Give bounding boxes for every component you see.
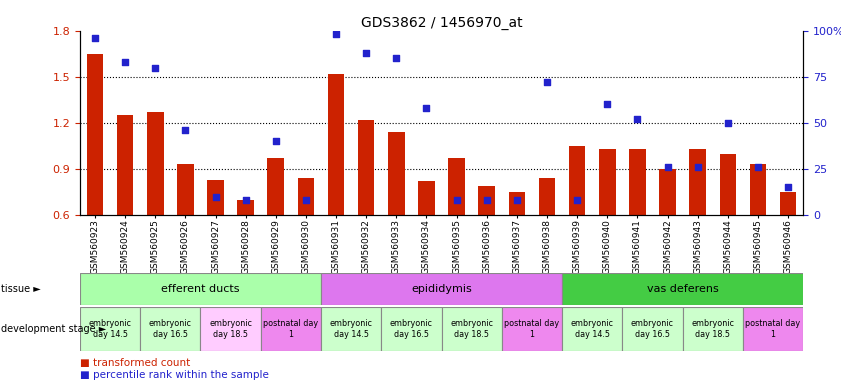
- Bar: [659, 169, 676, 215]
- Text: development stage ►: development stage ►: [1, 324, 106, 334]
- Bar: [569, 146, 585, 215]
- Bar: [749, 164, 766, 215]
- Bar: [683, 307, 743, 351]
- Bar: [328, 74, 344, 215]
- Text: embryonic
day 18.5: embryonic day 18.5: [209, 319, 252, 339]
- Point: [661, 164, 674, 170]
- Bar: [267, 158, 284, 215]
- Bar: [442, 307, 502, 351]
- Point: [600, 101, 614, 108]
- Text: postnatal day
1: postnatal day 1: [745, 319, 801, 339]
- Point: [330, 31, 343, 38]
- Text: embryonic
day 18.5: embryonic day 18.5: [450, 319, 493, 339]
- Point: [631, 116, 644, 122]
- Point: [420, 105, 433, 111]
- Bar: [200, 307, 261, 351]
- Text: vas deferens: vas deferens: [647, 284, 718, 294]
- Bar: [690, 149, 706, 215]
- Point: [510, 197, 524, 204]
- Point: [450, 197, 463, 204]
- Text: embryonic
day 14.5: embryonic day 14.5: [88, 319, 131, 339]
- Text: embryonic
day 18.5: embryonic day 18.5: [691, 319, 734, 339]
- Bar: [321, 273, 562, 305]
- Bar: [418, 181, 435, 215]
- Point: [480, 197, 494, 204]
- Bar: [629, 149, 646, 215]
- Bar: [539, 178, 555, 215]
- Point: [299, 197, 313, 204]
- Text: ■ transformed count: ■ transformed count: [80, 358, 190, 368]
- Point: [540, 79, 553, 85]
- Bar: [80, 307, 140, 351]
- Bar: [80, 273, 321, 305]
- Point: [781, 184, 795, 190]
- Bar: [381, 307, 442, 351]
- Text: embryonic
day 16.5: embryonic day 16.5: [631, 319, 674, 339]
- Point: [721, 120, 734, 126]
- Bar: [358, 120, 374, 215]
- Bar: [780, 192, 796, 215]
- Point: [751, 164, 764, 170]
- Bar: [117, 115, 134, 215]
- Text: ■ percentile rank within the sample: ■ percentile rank within the sample: [80, 370, 269, 380]
- Bar: [448, 158, 465, 215]
- Bar: [622, 307, 683, 351]
- Text: epididymis: epididymis: [411, 284, 472, 294]
- Bar: [743, 307, 803, 351]
- Point: [178, 127, 192, 133]
- Bar: [177, 164, 193, 215]
- Point: [359, 50, 373, 56]
- Text: embryonic
day 14.5: embryonic day 14.5: [571, 319, 614, 339]
- Bar: [147, 112, 163, 215]
- Point: [88, 35, 102, 41]
- Bar: [207, 180, 224, 215]
- Point: [269, 138, 283, 144]
- Text: embryonic
day 16.5: embryonic day 16.5: [390, 319, 433, 339]
- Bar: [298, 178, 315, 215]
- Bar: [87, 54, 103, 215]
- Title: GDS3862 / 1456970_at: GDS3862 / 1456970_at: [361, 16, 522, 30]
- Bar: [261, 307, 321, 351]
- Bar: [599, 149, 616, 215]
- Bar: [321, 307, 381, 351]
- Point: [119, 59, 132, 65]
- Bar: [720, 154, 736, 215]
- Bar: [479, 186, 495, 215]
- Point: [570, 197, 584, 204]
- Text: postnatal day
1: postnatal day 1: [263, 319, 319, 339]
- Text: tissue ►: tissue ►: [1, 284, 40, 294]
- Text: efferent ducts: efferent ducts: [161, 284, 240, 294]
- Bar: [562, 273, 803, 305]
- Bar: [562, 307, 622, 351]
- Bar: [237, 200, 254, 215]
- Bar: [388, 132, 405, 215]
- Text: embryonic
day 16.5: embryonic day 16.5: [149, 319, 192, 339]
- Bar: [140, 307, 200, 351]
- Point: [209, 194, 222, 200]
- Text: postnatal day
1: postnatal day 1: [505, 319, 559, 339]
- Point: [691, 164, 705, 170]
- Text: embryonic
day 14.5: embryonic day 14.5: [330, 319, 373, 339]
- Point: [239, 197, 252, 204]
- Bar: [509, 192, 525, 215]
- Bar: [502, 307, 562, 351]
- Point: [389, 55, 403, 61]
- Point: [149, 65, 162, 71]
